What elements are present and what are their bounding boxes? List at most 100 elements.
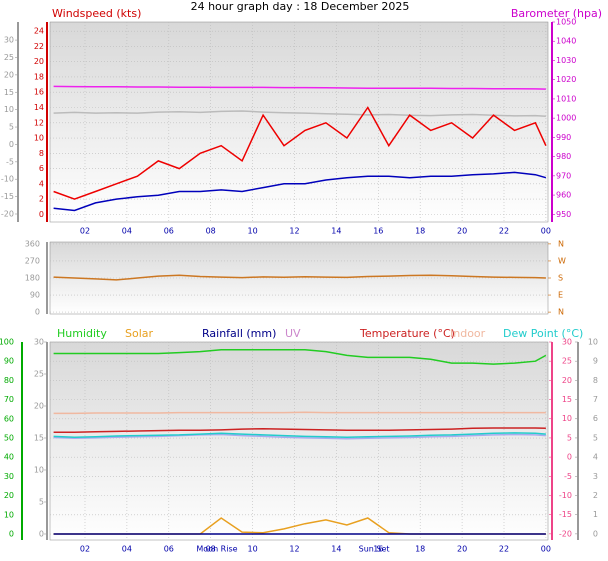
- y4-tick-label: 1: [593, 510, 598, 519]
- legend-label: Temperature (°C): [359, 327, 455, 340]
- y-tick-label: 40: [4, 453, 14, 462]
- y3-tick-label: 20: [34, 401, 44, 410]
- y2-tick-label: 10: [562, 414, 572, 423]
- y2-tick-label: 20: [562, 376, 572, 385]
- y2-tick-label: 15: [562, 395, 572, 404]
- x-tick-label: 16: [373, 227, 383, 236]
- y4-tick-label: 9: [593, 357, 598, 366]
- y4-tick-label: 10: [588, 338, 598, 347]
- y-tick-label: 0: [9, 530, 14, 539]
- series-line: [53, 85, 546, 90]
- x-tick-label: 14: [331, 545, 341, 554]
- y2-tick-label: -5: [564, 472, 572, 481]
- y-tick-label: 180: [25, 274, 40, 283]
- y2-tick-label: 950: [556, 210, 571, 219]
- y-tick-label: 8: [39, 149, 44, 158]
- x-tick-label: 02: [80, 227, 90, 236]
- x-tick-label: 12: [289, 545, 299, 554]
- y4-tick-label: 7: [593, 395, 598, 404]
- x-tick-label: 08: [206, 545, 216, 554]
- y2-tick-label: 25: [562, 357, 572, 366]
- legend-label: UV: [285, 327, 301, 340]
- chart-title: 24 hour graph day : 18 December 2025: [191, 0, 410, 13]
- series-line: [53, 411, 546, 415]
- legend-label: Solar: [125, 327, 154, 340]
- y-axis-label: Windspeed (kts): [52, 7, 141, 20]
- y3-tick-label: 15: [34, 433, 44, 442]
- y3-tick-label: 10: [4, 105, 14, 114]
- y2-tick-label: S: [558, 274, 563, 283]
- y2-tick-label: W: [558, 256, 566, 265]
- y-tick-label: 80: [4, 376, 14, 385]
- y2-tick-label: 1050: [556, 18, 576, 27]
- y3-tick-label: -20: [1, 210, 14, 219]
- y2-tick-label: 1040: [556, 37, 576, 46]
- y2-tick-label: 970: [556, 171, 571, 180]
- y3-tick-label: -15: [1, 192, 14, 201]
- x-tick-label: 18: [415, 227, 425, 236]
- legend-label: Dew Point (°C): [503, 327, 583, 340]
- plot-area: [49, 21, 549, 223]
- y-tick-label: 10: [34, 134, 44, 143]
- y2-tick-label: 1020: [556, 75, 576, 84]
- y3-tick-label: -5: [6, 157, 14, 166]
- y3-tick-label: 15: [4, 88, 14, 97]
- y3-tick-label: 25: [4, 53, 14, 62]
- x-tick-label: 08: [206, 227, 216, 236]
- y-tick-label: 70: [4, 395, 14, 404]
- y2-axis-label: Barometer (hpa): [511, 7, 602, 20]
- y-tick-label: 30: [4, 472, 14, 481]
- y2-tick-label: 5: [567, 433, 572, 442]
- y-tick-label: 60: [4, 414, 14, 423]
- x-tick-label: 20: [457, 227, 467, 236]
- series-line: [53, 171, 547, 212]
- x-tick-label: 14: [331, 227, 341, 236]
- y2-tick-label: 1030: [556, 56, 576, 65]
- series-line: [53, 274, 546, 281]
- y2-tick-label: 0: [567, 453, 572, 462]
- y-tick-label: 270: [25, 256, 40, 265]
- y-tick-label: 16: [34, 88, 44, 97]
- x-tick-label: 02: [80, 545, 90, 554]
- y2-tick-label: E: [558, 291, 563, 300]
- y3-tick-label: 25: [34, 369, 44, 378]
- legend-label: Humidity: [57, 327, 107, 340]
- y-tick-label: 90: [4, 357, 14, 366]
- y2-tick-label: N: [558, 308, 564, 317]
- y-tick-label: 14: [34, 103, 44, 112]
- y-tick-label: 10: [4, 510, 14, 519]
- y-tick-label: 90: [30, 291, 40, 300]
- y2-tick-label: 960: [556, 191, 571, 200]
- x-tick-label: 00: [541, 545, 551, 554]
- series-line: [53, 433, 546, 440]
- y2-tick-label: 980: [556, 152, 571, 161]
- y3-tick-label: -10: [1, 175, 14, 184]
- y3-tick-label: 10: [34, 465, 44, 474]
- y2-tick-label: -20: [559, 529, 572, 538]
- y4-tick-label: 0: [593, 529, 598, 538]
- y3-tick-label: 5: [9, 123, 14, 132]
- series-line: [53, 432, 546, 438]
- y-tick-label: 2: [39, 195, 44, 204]
- y4-tick-label: 8: [593, 376, 598, 385]
- y3-tick-label: 0: [9, 140, 14, 149]
- y3-tick-label: 30: [4, 36, 14, 45]
- annotation: Sun Set: [359, 545, 390, 554]
- y4-tick-label: 4: [593, 453, 598, 462]
- y2-tick-label: 30: [562, 338, 572, 347]
- y-tick-label: 50: [4, 434, 14, 443]
- y4-tick-label: 5: [593, 433, 598, 442]
- y-tick-label: 100: [0, 338, 14, 347]
- x-tick-label: 16: [373, 545, 383, 554]
- y4-tick-label: 2: [593, 491, 598, 500]
- y2-tick-label: 1000: [556, 114, 576, 123]
- x-tick-label: 04: [122, 227, 132, 236]
- y-tick-label: 18: [34, 72, 44, 81]
- series-line: [53, 106, 547, 200]
- y-tick-label: 24: [34, 27, 44, 36]
- y2-tick-label: -10: [559, 491, 572, 500]
- y-tick-label: 22: [34, 42, 44, 51]
- plot-area: [49, 341, 549, 541]
- legend-label: Rainfall (mm): [202, 327, 276, 340]
